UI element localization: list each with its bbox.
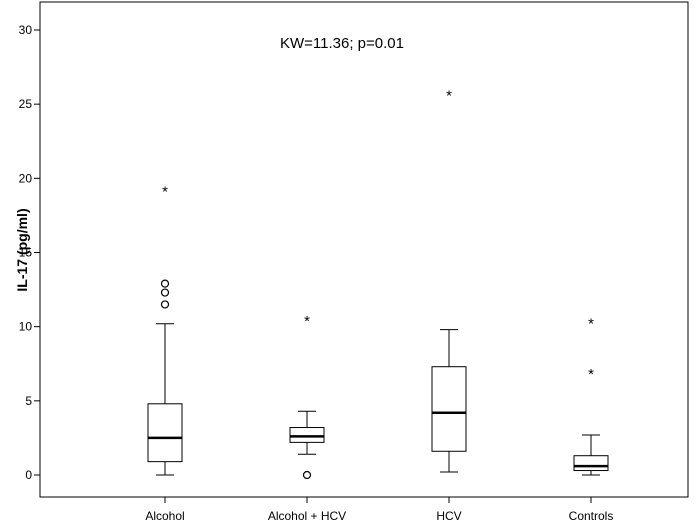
x-tick-label: Controls bbox=[569, 509, 614, 523]
outlier-star: * bbox=[304, 313, 310, 330]
plot-frame bbox=[39, 1, 689, 498]
x-tick-label: Alcohol + HCV bbox=[268, 509, 346, 523]
box-hcv: * bbox=[431, 87, 467, 473]
iqr-box bbox=[431, 366, 467, 452]
y-tick-label: 5 bbox=[25, 394, 32, 408]
y-tick-label: 25 bbox=[19, 97, 33, 111]
annotation-kw: KW=11.36; p=0.01 bbox=[280, 35, 404, 52]
outlier-star: * bbox=[162, 184, 168, 201]
box-alcohol: * bbox=[147, 184, 183, 476]
outlier-star: * bbox=[588, 316, 594, 333]
outlier-circle bbox=[160, 288, 170, 297]
iqr-box bbox=[289, 427, 325, 443]
iqr-box bbox=[147, 403, 183, 463]
x-axis: Alcohol Alcohol + HCV HCV Controls bbox=[145, 497, 613, 523]
outlier-star: * bbox=[446, 87, 452, 104]
outlier-circle bbox=[160, 279, 170, 288]
box-alcohol-hcv: * bbox=[289, 313, 325, 480]
y-tick-label: 10 bbox=[19, 320, 33, 334]
iqr-box bbox=[573, 455, 609, 472]
y-axis: 0 5 10 15 20 25 30 bbox=[19, 23, 40, 482]
box-controls: ** bbox=[573, 316, 609, 476]
y-tick-label: 30 bbox=[19, 23, 33, 37]
outlier-circle bbox=[160, 300, 170, 309]
y-axis-title: IL-17 (pg/ml) bbox=[14, 208, 30, 291]
outlier-star: * bbox=[588, 366, 594, 383]
outlier-circle bbox=[302, 470, 312, 480]
y-tick-label: 0 bbox=[25, 468, 32, 482]
x-tick-label: Alcohol bbox=[145, 509, 184, 523]
x-tick-label: HCV bbox=[436, 509, 461, 523]
y-tick-label: 20 bbox=[19, 171, 33, 185]
y-tick-label: 15 bbox=[19, 246, 33, 260]
boxes-group: ***** bbox=[147, 87, 609, 480]
